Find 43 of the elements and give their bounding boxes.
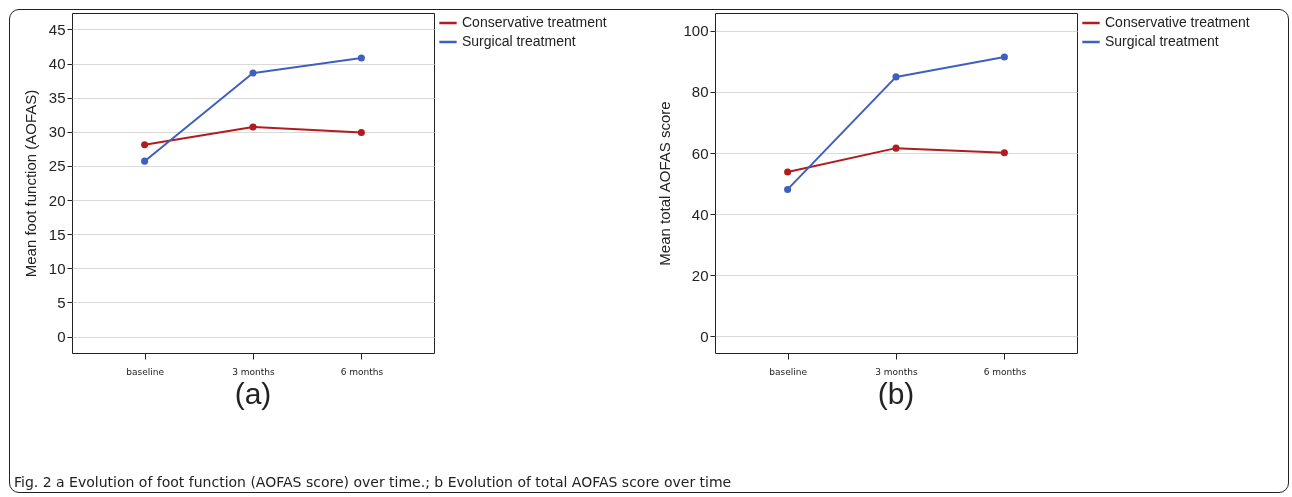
y-tick-label: 40 bbox=[48, 55, 66, 73]
y-tick-label: 30 bbox=[48, 123, 66, 141]
point bbox=[892, 73, 900, 81]
y-tick-label: 20 bbox=[691, 266, 709, 284]
caption: Fig. 2 a Evolution of foot function (AOFAS score) over time.; b Evolution of total AOFAS score over time bbox=[14, 474, 732, 490]
legend-label: Surgical treatment bbox=[1105, 33, 1219, 49]
y-tick-label: 35 bbox=[48, 89, 66, 107]
y-tick-label: 10 bbox=[48, 259, 66, 277]
x-tick-label: 3 months bbox=[232, 366, 276, 377]
x-tick-label: 6 months bbox=[340, 366, 384, 377]
legend-label: Conservative treatment bbox=[1105, 14, 1250, 30]
x-tick-label: baseline bbox=[769, 366, 808, 377]
point bbox=[141, 157, 149, 165]
x-tick-label: baseline bbox=[126, 366, 165, 377]
x-tick-label: 6 months bbox=[983, 366, 1027, 377]
y-tick-label: 5 bbox=[57, 293, 66, 311]
point bbox=[357, 128, 365, 137]
point bbox=[249, 69, 257, 77]
y-tick-label: 0 bbox=[700, 327, 709, 345]
y-tick-label: 40 bbox=[691, 205, 709, 223]
text: (b) bbox=[877, 377, 915, 410]
x-tick-label: 3 months bbox=[875, 366, 919, 377]
text: (a) bbox=[234, 377, 272, 410]
y-tick-label: 0 bbox=[57, 328, 66, 346]
point bbox=[357, 54, 365, 62]
y-axis-title: Mean total AOFAS score bbox=[656, 101, 674, 266]
point bbox=[892, 144, 900, 152]
legend-label: Surgical treatment bbox=[462, 33, 576, 49]
y-tick-label: 15 bbox=[48, 225, 66, 243]
point bbox=[249, 123, 257, 131]
point bbox=[784, 185, 792, 193]
y-tick-label: 20 bbox=[48, 191, 66, 209]
point bbox=[1000, 53, 1008, 61]
point bbox=[141, 141, 149, 149]
y-axis-title: Mean foot function (AOFAS) bbox=[21, 89, 39, 278]
point bbox=[784, 168, 792, 176]
y-tick-label: 60 bbox=[691, 144, 709, 162]
y-tick-label: 100 bbox=[683, 22, 709, 40]
point bbox=[1000, 149, 1008, 157]
y-tick-label: 80 bbox=[691, 83, 709, 101]
y-tick-label: 25 bbox=[48, 157, 66, 175]
y-tick-label: 45 bbox=[48, 20, 66, 38]
legend-label: Conservative treatment bbox=[462, 14, 607, 30]
